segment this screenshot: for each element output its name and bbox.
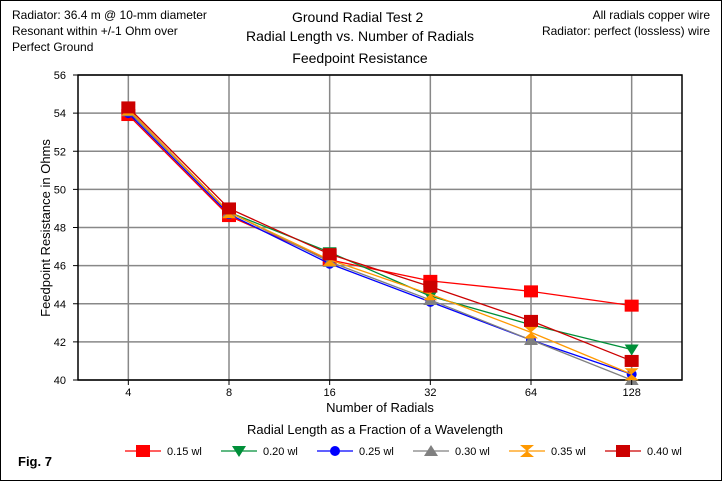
legend-marker [136, 445, 150, 457]
series-0.40-wl [121, 101, 639, 367]
x-tick-label: 4 [125, 387, 131, 399]
y-tick-label: 56 [54, 70, 66, 82]
y-tick-label: 40 [54, 375, 66, 387]
data-point [322, 248, 337, 261]
note-right-1: All radials copper wire [593, 8, 711, 22]
y-tick-label: 48 [54, 223, 66, 235]
legend-label: 0.30 wl [455, 446, 490, 458]
legend-item: 0.40 wl [605, 445, 682, 458]
title-line-3: Feedpoint Resistance [292, 50, 428, 66]
legend-item: 0.25 wl [317, 446, 394, 458]
note-left-2: Resonant within +/-1 Ohm over [12, 24, 178, 38]
x-tick-label: 32 [424, 387, 436, 399]
series-line [127, 106, 632, 362]
y-tick-label: 52 [54, 146, 66, 158]
data-point [624, 344, 639, 356]
y-axis-label: Feedpoint Resistance in Ohms [38, 139, 53, 317]
y-tick-label: 46 [54, 261, 66, 273]
legend-item: 0.30 wl [413, 445, 490, 458]
x-tick-label: 128 [622, 387, 640, 399]
data-point [624, 354, 639, 367]
title-line-1: Ground Radial Test 2 [292, 9, 423, 25]
legend-label: 0.20 wl [263, 446, 298, 458]
x-tick-label: 8 [226, 387, 232, 399]
note-left-1: Radiator: 36.4 m @ 10-mm diameter [12, 8, 207, 22]
note-right-2: Radiator: perfect (lossless) wire [542, 24, 710, 38]
legend-item: 0.35 wl [509, 445, 586, 458]
data-point [524, 314, 538, 327]
x-tick-label: 64 [525, 387, 537, 399]
legend-title: Radial Length as a Fraction of a Wavelen… [247, 422, 503, 437]
data-point [222, 202, 236, 215]
legend-item: 0.20 wl [221, 446, 298, 458]
data-point [624, 368, 639, 381]
legend-marker [616, 445, 630, 457]
legend-marker [520, 445, 534, 457]
legend-marker [330, 446, 340, 456]
legend-label: 0.15 wl [167, 446, 202, 458]
y-tick-label: 54 [54, 108, 66, 120]
data-point [121, 101, 136, 114]
data-point [624, 299, 639, 312]
legend-item: 0.15 wl [125, 445, 202, 458]
data-point [524, 285, 538, 298]
data-point [524, 333, 538, 345]
x-axis-label: Number of Radials [326, 400, 434, 415]
series-line [127, 108, 632, 375]
legend-marker [424, 445, 438, 456]
note-left-3: Perfect Ground [12, 40, 93, 54]
title-line-2: Radial Length vs. Number of Radials [246, 28, 474, 44]
legend-marker [232, 446, 246, 457]
data-point [524, 326, 538, 339]
legend-label: 0.25 wl [359, 446, 394, 458]
data-point [423, 280, 438, 293]
y-tick-label: 42 [54, 337, 66, 349]
series-line [127, 112, 632, 375]
y-tick-label: 44 [54, 299, 66, 311]
figure-label: Fig. 7 [18, 454, 52, 469]
legend-label: 0.40 wl [647, 446, 682, 458]
x-tick-label: 16 [324, 387, 336, 399]
legend-label: 0.35 wl [551, 446, 586, 458]
y-tick-label: 50 [54, 184, 66, 196]
